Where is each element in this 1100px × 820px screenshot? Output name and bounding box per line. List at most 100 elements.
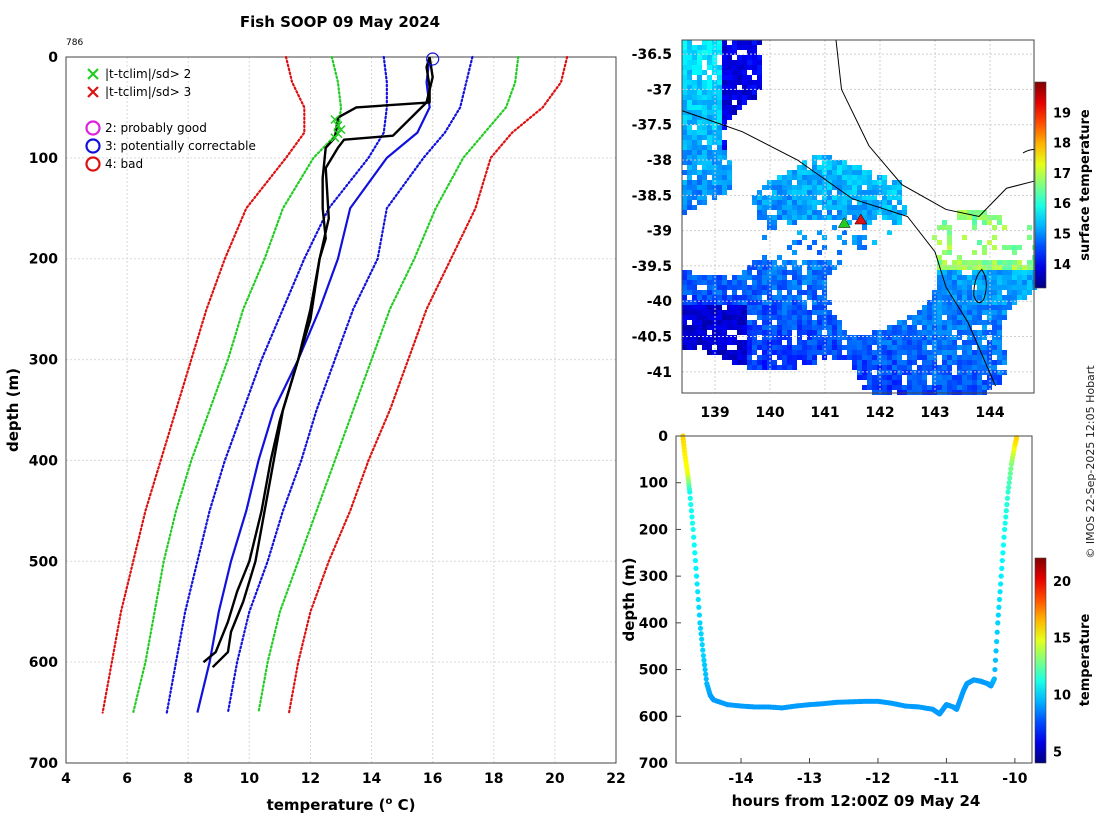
- sst-cell: [822, 325, 827, 330]
- sst-cell: [862, 235, 867, 240]
- sst-cell: [862, 190, 867, 195]
- sst-cell: [717, 295, 722, 300]
- sst-cell: [692, 300, 697, 305]
- sst-cell: [692, 295, 697, 300]
- sst-cell: [852, 340, 857, 345]
- sst-cell: [1002, 295, 1007, 300]
- sst-cell: [682, 130, 687, 135]
- sst-cell: [942, 270, 947, 275]
- sst-cell: [977, 260, 982, 265]
- sst-cell: [682, 75, 687, 80]
- sst-cell: [757, 215, 762, 220]
- sst-cell: [697, 155, 702, 160]
- sst-cell: [952, 355, 957, 360]
- sst-cell: [777, 265, 782, 270]
- sst-cell: [827, 350, 832, 355]
- sst-cell: [887, 200, 892, 205]
- map-y-tick-label: -36.5: [632, 47, 672, 63]
- sst-cell: [1002, 300, 1007, 305]
- sst-cell: [977, 295, 982, 300]
- sst-cell: [892, 385, 897, 390]
- sst-cell: [727, 60, 732, 65]
- sst-cell: [702, 95, 707, 100]
- sst-map: 139 140 141 142 143 144-36.5-37-37.5-38-38.5-…: [632, 39, 1093, 421]
- sst-cell: [897, 350, 902, 355]
- sst-cell: [887, 340, 892, 345]
- sst-cell: [902, 370, 907, 375]
- sst-cell: [752, 55, 757, 60]
- sst-cell: [867, 380, 872, 385]
- sst-cell: [757, 65, 762, 70]
- sst-cell: [687, 290, 692, 295]
- sst-cell: [697, 280, 702, 285]
- temp-colorbar-tick: 10: [1053, 689, 1071, 704]
- sst-cell: [772, 300, 777, 305]
- sst-cell: [792, 215, 797, 220]
- sst-cell: [992, 300, 997, 305]
- sst-cell: [752, 45, 757, 50]
- sst-cell: [742, 315, 747, 320]
- sst-cell: [717, 275, 722, 280]
- sst-cell: [792, 310, 797, 315]
- sst-cell: [872, 355, 877, 360]
- sst-cell: [712, 300, 717, 305]
- sst-cell: [802, 210, 807, 215]
- sst-cell: [742, 275, 747, 280]
- track-point: [688, 501, 694, 508]
- track-point: [688, 508, 695, 514]
- sst-cell: [732, 315, 737, 320]
- sst-cell: [992, 320, 997, 325]
- sst-cell: [707, 315, 712, 320]
- sst-cell: [782, 215, 787, 220]
- sst-cell: [687, 180, 692, 185]
- sst-cell: [827, 215, 832, 220]
- sst-cell: [757, 345, 762, 350]
- sst-cell: [957, 310, 962, 315]
- sst-cell: [752, 40, 757, 45]
- king-island-outline: [973, 268, 987, 304]
- sst-cell: [1002, 245, 1007, 250]
- sst-cell: [867, 340, 872, 345]
- sst-cell: [997, 380, 1002, 385]
- sst-cell: [772, 305, 777, 310]
- sst-cell: [912, 320, 917, 325]
- sst-cell: [752, 70, 757, 75]
- sst-cell: [957, 370, 962, 375]
- sst-cell: [892, 325, 897, 330]
- sst-cell: [757, 285, 762, 290]
- sst-cell: [792, 305, 797, 310]
- x-tick-label: 8: [183, 771, 193, 787]
- sst-cell: [797, 185, 802, 190]
- sst-cell: [952, 375, 957, 380]
- sst-cell: [822, 165, 827, 170]
- sst-cell: [737, 350, 742, 355]
- sst-cell: [922, 330, 927, 335]
- sst-cell: [947, 275, 952, 280]
- sst-cell: [902, 340, 907, 345]
- sst-cell: [912, 355, 917, 360]
- sst-cell: [827, 185, 832, 190]
- sst-cell: [952, 275, 957, 280]
- sst-cell: [897, 215, 902, 220]
- sst-cell: [782, 280, 787, 285]
- sst-cell: [702, 50, 707, 55]
- sst-cell: [947, 380, 952, 385]
- sst-cell: [692, 65, 697, 70]
- sst-cell: [832, 330, 837, 335]
- sst-cell: [722, 155, 727, 160]
- sst-cell: [792, 295, 797, 300]
- sst-cell: [817, 295, 822, 300]
- sst-cell: [937, 240, 942, 245]
- track-point: [698, 631, 704, 637]
- sst-cell: [882, 205, 887, 210]
- sst-cell: [997, 325, 1002, 330]
- track-y-tick-label: 200: [639, 522, 668, 538]
- sst-cell: [957, 315, 962, 320]
- sst-cell: [827, 200, 832, 205]
- sst-cell: [997, 290, 1002, 295]
- sst-cell: [867, 370, 872, 375]
- sst-cell: [882, 330, 887, 335]
- sst-cell: [937, 255, 942, 260]
- sst-cell: [952, 345, 957, 350]
- track-x-tick-label: -12: [865, 771, 890, 787]
